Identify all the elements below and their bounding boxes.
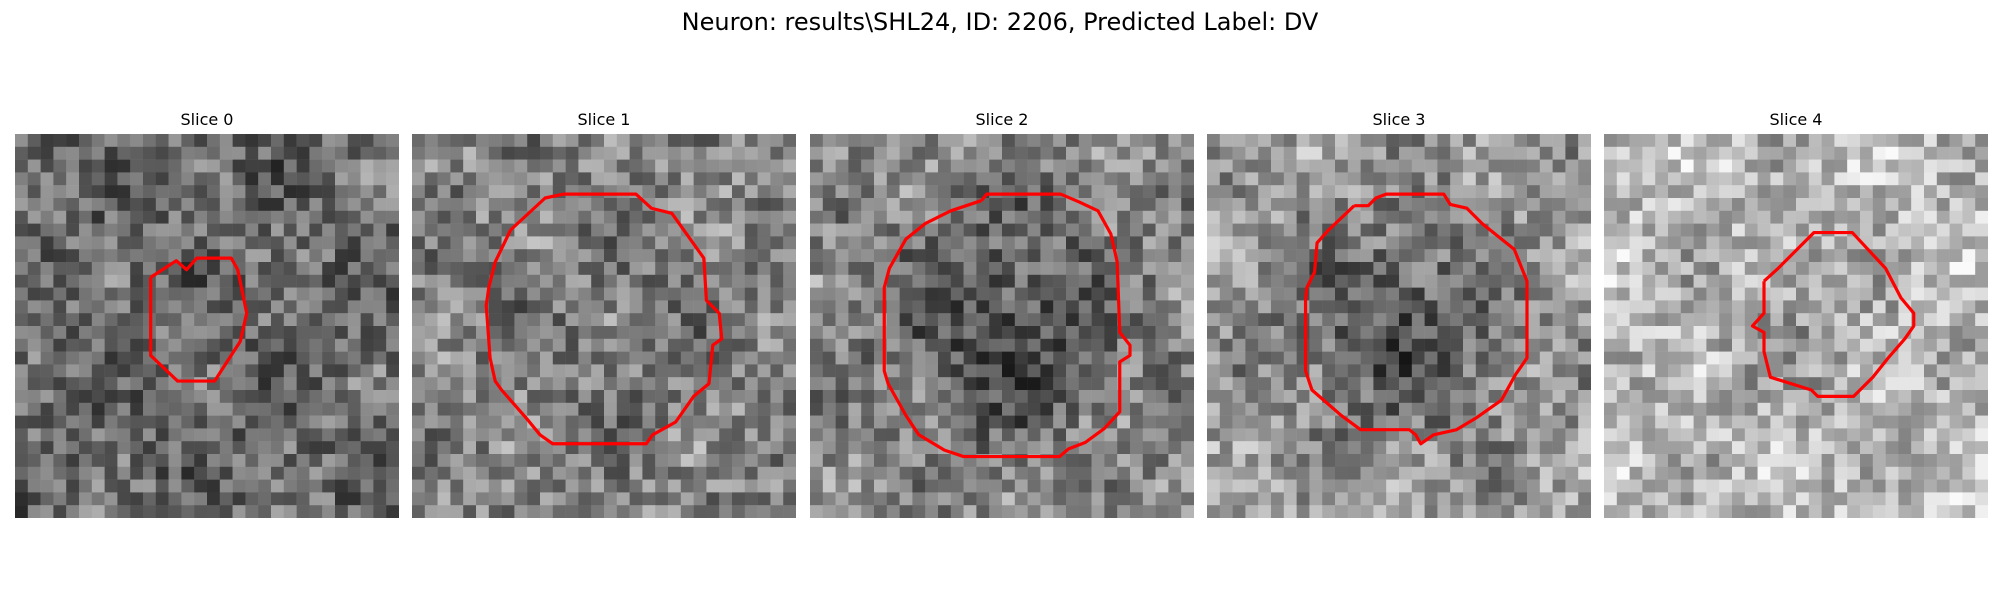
slice-image-4 <box>1604 134 1988 518</box>
slice-image-1 <box>412 134 796 518</box>
slice-title: Slice 2 <box>975 110 1029 129</box>
roi-contour <box>1750 230 1916 399</box>
slice-title: Slice 1 <box>577 110 631 129</box>
roi-contour <box>484 192 724 446</box>
roi-contour <box>1303 192 1529 446</box>
figure-title: Neuron: results\SHL24, ID: 2206, Predict… <box>681 8 1319 36</box>
slice-image-0 <box>15 134 399 518</box>
roi-contour <box>149 256 249 383</box>
roi-contour <box>882 192 1132 459</box>
slice-title: Slice 3 <box>1372 110 1426 129</box>
slice-image-2 <box>810 134 1194 518</box>
slice-image-3 <box>1207 134 1591 518</box>
slice-title: Slice 0 <box>180 110 234 129</box>
slice-title: Slice 4 <box>1769 110 1823 129</box>
